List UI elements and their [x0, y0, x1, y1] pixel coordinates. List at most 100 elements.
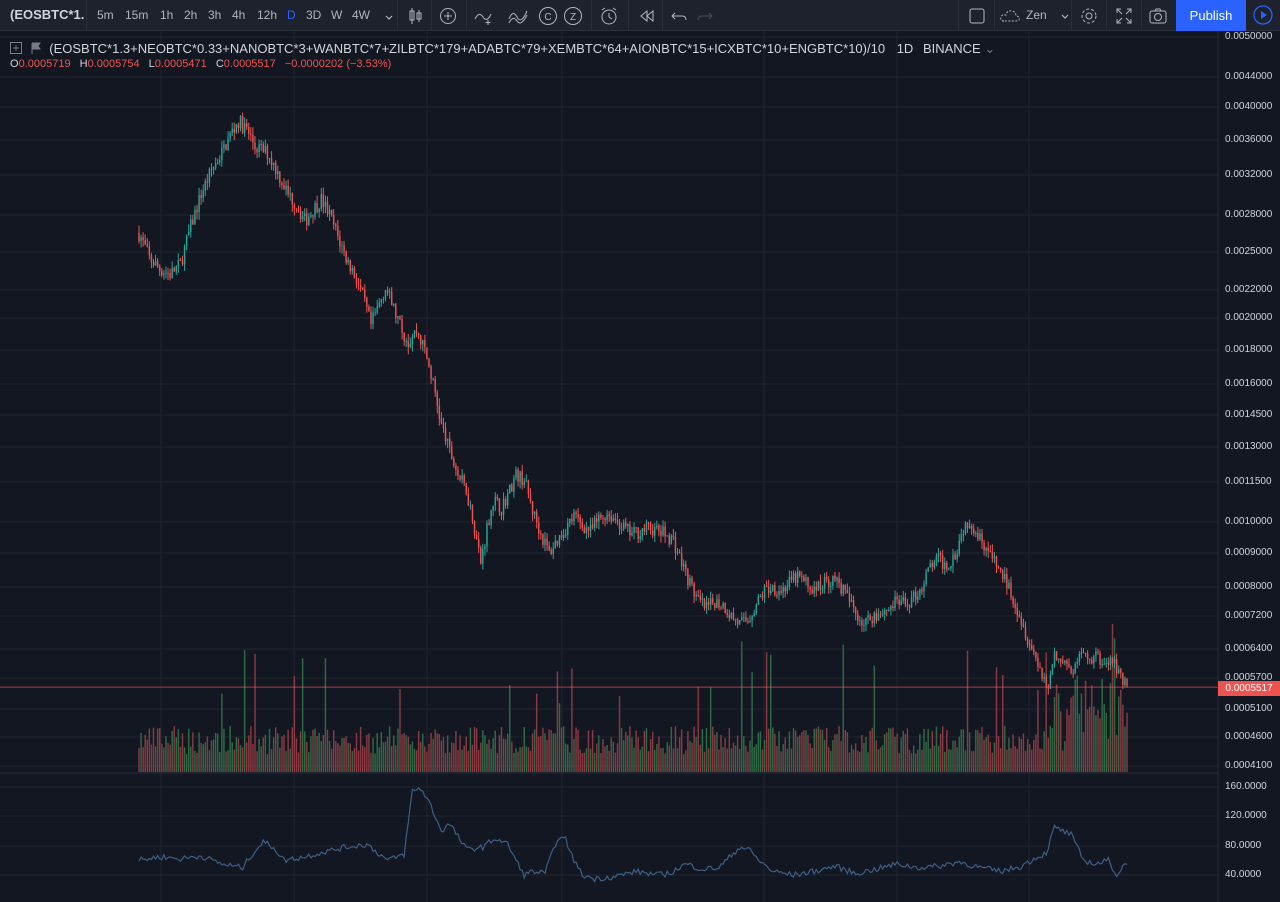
candle-body	[656, 525, 658, 528]
candle-body	[627, 523, 629, 526]
candle-body	[393, 303, 395, 306]
timeframe-4w[interactable]: 4W	[352, 8, 370, 22]
candle-body	[649, 522, 652, 531]
volume-bar	[803, 730, 805, 772]
volume-bar	[747, 751, 749, 772]
volume-bar	[915, 753, 917, 772]
candle-body	[221, 147, 223, 161]
volume-bar	[639, 749, 641, 772]
gear-icon[interactable]	[1078, 5, 1100, 27]
candle-body	[726, 613, 728, 615]
timeframe-4h[interactable]: 4h	[232, 8, 246, 22]
candle-body	[666, 535, 668, 537]
timeframe-2h[interactable]: 2h	[184, 8, 198, 22]
volume-bar	[867, 752, 869, 772]
volume-bar	[581, 753, 583, 772]
undo-icon[interactable]	[668, 5, 690, 27]
legend-dropdown-icon[interactable]: ⌄	[984, 41, 996, 56]
candle-body	[645, 522, 648, 532]
volume-bar	[467, 750, 470, 772]
price-tick-label: 0.0032000	[1225, 169, 1273, 180]
timeframe-12h[interactable]: 12h	[257, 8, 278, 22]
volume-bar	[964, 750, 967, 772]
volume-bar	[183, 747, 186, 772]
volume-bar	[600, 753, 602, 772]
volume-bar	[1051, 728, 1054, 772]
theme-dropdown-icon[interactable]	[1054, 5, 1069, 27]
timeframe-1h[interactable]: 1h	[160, 8, 174, 22]
volume-bar	[231, 742, 233, 772]
publish-button[interactable]: Publish	[1176, 0, 1246, 31]
volume-bar	[515, 748, 517, 772]
candle-body	[422, 339, 424, 345]
volume-bar	[544, 733, 546, 772]
candle-body	[480, 547, 482, 564]
redo-icon[interactable]	[694, 5, 716, 27]
volume-bar	[1045, 652, 1047, 772]
legend-flag-icon[interactable]	[30, 42, 42, 54]
add-indicator-icon[interactable]	[437, 5, 459, 27]
replay-icon[interactable]	[636, 5, 658, 27]
candle-body	[904, 597, 907, 605]
volume-bar	[1006, 749, 1008, 772]
timeframe-3h[interactable]: 3h	[208, 8, 222, 22]
candle-body	[337, 226, 339, 237]
volume-bar	[272, 737, 275, 772]
volume-bar	[643, 731, 646, 772]
candle-body	[219, 160, 221, 163]
play-icon[interactable]	[1252, 4, 1274, 26]
volume-bar	[535, 693, 538, 772]
candle-body	[285, 185, 287, 190]
candle-body	[618, 522, 621, 530]
candle-body	[229, 132, 231, 139]
timeframe-5m[interactable]: 5m	[97, 8, 114, 22]
candle-body	[1082, 652, 1085, 654]
candle-body	[1078, 654, 1081, 663]
fullscreen-box-icon[interactable]	[966, 5, 988, 27]
compare-icon[interactable]	[473, 5, 495, 27]
volume-bar	[138, 748, 140, 772]
timeframe-d[interactable]: D	[287, 8, 296, 22]
candle-body	[233, 128, 236, 133]
volume-bar	[680, 729, 683, 772]
cloud-icon[interactable]	[999, 5, 1021, 27]
timeframe-3d[interactable]: 3D	[306, 8, 322, 22]
expand-icon[interactable]	[1113, 5, 1135, 27]
candles-icon[interactable]	[404, 5, 426, 27]
candle-body	[509, 484, 511, 494]
candle-body	[712, 598, 714, 604]
fx-icon[interactable]	[507, 5, 529, 27]
volume-bar	[202, 744, 204, 772]
volume-bar	[1010, 748, 1012, 772]
volume-bar	[693, 726, 695, 772]
symbol-search[interactable]: (EOSBTC*1.	[10, 7, 85, 22]
c-icon[interactable]: C	[537, 5, 559, 27]
series-title[interactable]: (EOSBTC*1.3+NEOBTC*0.33+NANOBTC*3+WANBTC…	[49, 41, 886, 56]
alert-icon[interactable]	[598, 5, 620, 27]
camera-icon[interactable]	[1147, 5, 1169, 27]
volume-bar	[753, 746, 755, 772]
candle-body	[430, 366, 432, 379]
price-tick-label: 0.0016000	[1225, 378, 1273, 389]
timeframe-w[interactable]: W	[331, 8, 343, 22]
legend-expand-icon[interactable]	[10, 42, 22, 54]
candle-body	[212, 167, 215, 170]
volume-bar	[716, 732, 718, 772]
candle-body	[461, 475, 463, 480]
volume-bar	[931, 731, 934, 772]
z-icon[interactable]: Z	[562, 5, 584, 27]
chart-canvas[interactable]	[0, 31, 1280, 902]
candle-body	[438, 405, 441, 419]
timeframe-15m[interactable]: 15m	[125, 8, 149, 22]
candle-body	[1086, 654, 1089, 659]
volume-bar	[755, 744, 757, 772]
candle-body	[1035, 651, 1037, 658]
timeframe-dropdown-icon[interactable]	[378, 6, 393, 28]
candle-body	[772, 585, 774, 591]
volume-bar	[521, 746, 523, 772]
volume-bar	[977, 730, 979, 772]
theme-label[interactable]: Zen	[1026, 8, 1047, 22]
volume-bar	[722, 747, 724, 772]
candle-body	[432, 378, 434, 380]
volume-bar	[258, 738, 260, 772]
